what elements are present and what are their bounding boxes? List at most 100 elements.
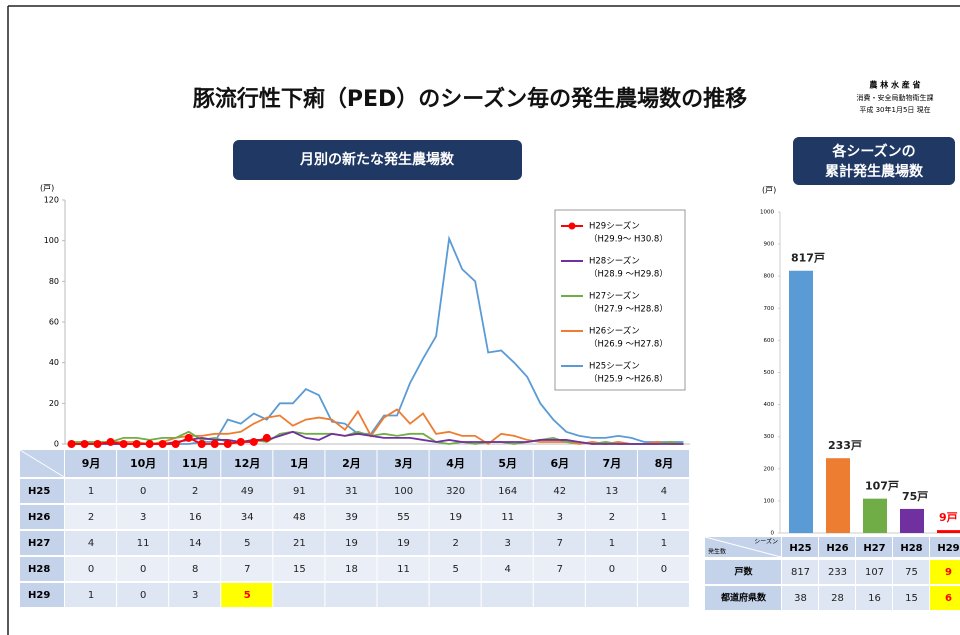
date: 平成 30年1月5日 現在: [859, 105, 930, 114]
table-cell: [533, 505, 585, 529]
org: 農 林 水 産 省: [869, 80, 920, 90]
table-cell: [637, 505, 689, 529]
table-cell: [169, 531, 221, 555]
row-label-cell: [705, 560, 781, 584]
table-cell: [429, 505, 481, 529]
table-cell: [273, 479, 325, 503]
table-value: 15: [293, 564, 306, 575]
table-cell: [585, 557, 637, 581]
table-cell: [117, 557, 169, 581]
table-cell: [856, 560, 892, 584]
table-cell: [169, 557, 221, 581]
row-label-cell: [20, 505, 64, 529]
series-marker: [158, 440, 167, 448]
y-unit: (戸): [762, 186, 776, 195]
table-value: 4: [505, 564, 511, 575]
bar: [826, 458, 850, 533]
table-value: 5: [452, 564, 458, 575]
month-header: 7月: [603, 457, 622, 470]
series-marker: [197, 440, 206, 448]
table-cell: [273, 505, 325, 529]
y-tick-label: 40: [49, 358, 59, 367]
table-cell: [819, 586, 855, 610]
table-cell: [65, 505, 117, 529]
month-header: 2月: [342, 457, 361, 470]
y-tick-label: 400: [764, 402, 775, 408]
table-cell: [893, 586, 929, 610]
month-header: 6月: [550, 457, 569, 470]
table-cell: [377, 479, 429, 503]
table-value: 48: [293, 512, 306, 523]
bar-value-label: 9戸: [939, 511, 958, 524]
month-header: 4月: [446, 457, 465, 470]
table-value: 817: [791, 567, 810, 578]
table-cell: [169, 583, 221, 607]
table-cell: [637, 531, 689, 555]
table-cell: [65, 557, 117, 581]
table-value: 2: [192, 486, 198, 497]
table-value: 1: [609, 538, 615, 549]
table-value: 100: [394, 486, 413, 497]
table-header-cell: [429, 450, 481, 477]
y-tick-label: 900: [764, 242, 775, 248]
y-tick-label: 800: [764, 274, 775, 280]
table-value: 15: [905, 593, 918, 604]
table-cell: [377, 531, 429, 555]
table-header-cell: [221, 450, 273, 477]
table-value: 39: [345, 512, 358, 523]
table-cell: [637, 583, 689, 607]
bar-value-label: 75戸: [902, 490, 928, 503]
table-value: 1: [88, 486, 94, 497]
table-cell: [429, 479, 481, 503]
series-marker: [223, 440, 232, 448]
table-value: 16: [868, 593, 881, 604]
row-label-cell: [705, 586, 781, 610]
y-tick-label: 1000: [760, 210, 774, 216]
table-cell: [533, 583, 585, 607]
table-cell: [221, 583, 273, 607]
y-tick-label: 200: [764, 466, 775, 472]
series-marker: [210, 440, 219, 448]
table-header-cell: [637, 450, 689, 477]
table-header-cell: [533, 450, 585, 477]
table-cell: [782, 586, 818, 610]
table-value: 7: [244, 564, 250, 575]
y-tick-label: 600: [764, 338, 775, 344]
table-cell: [377, 583, 429, 607]
table-value: 6: [945, 593, 952, 604]
table-value: 2: [88, 512, 94, 523]
table-cell: [533, 479, 585, 503]
table-cell: [273, 557, 325, 581]
legend-name: H26シーズン: [589, 326, 640, 337]
table-cell: [930, 560, 960, 584]
table-cell: [325, 505, 377, 529]
row-label: H25: [28, 486, 50, 497]
table-cell: [481, 479, 533, 503]
legend-name: H29シーズン: [589, 221, 640, 232]
table-cell: [221, 557, 273, 581]
table-value: 28: [831, 593, 844, 604]
bar-title: 各シーズンの: [831, 143, 915, 160]
table-cell: [325, 531, 377, 555]
row-label: H26: [28, 512, 50, 523]
table-header-cell: [782, 537, 818, 557]
table-value: 19: [397, 538, 410, 549]
y-tick-label: 60: [49, 318, 59, 327]
table-value: 42: [553, 486, 566, 497]
table-value: 19: [449, 512, 462, 523]
month-header: 3月: [394, 457, 413, 470]
table-value: 0: [140, 486, 146, 497]
legend-name: H25シーズン: [589, 361, 640, 372]
table-value: 11: [501, 512, 514, 523]
month-header: 8月: [655, 457, 674, 470]
table-value: 3: [192, 590, 198, 601]
table-corner-diagonal: [704, 536, 782, 558]
table-value: 107: [865, 567, 884, 578]
table-cell: [481, 583, 533, 607]
table-cell: [429, 583, 481, 607]
month-header: 1月: [290, 457, 309, 470]
y-tick-label: 700: [764, 306, 775, 312]
table-value: 13: [606, 486, 619, 497]
y-tick-label: 500: [764, 370, 775, 376]
dept: 消費・安全局動物衛生課: [857, 93, 934, 102]
